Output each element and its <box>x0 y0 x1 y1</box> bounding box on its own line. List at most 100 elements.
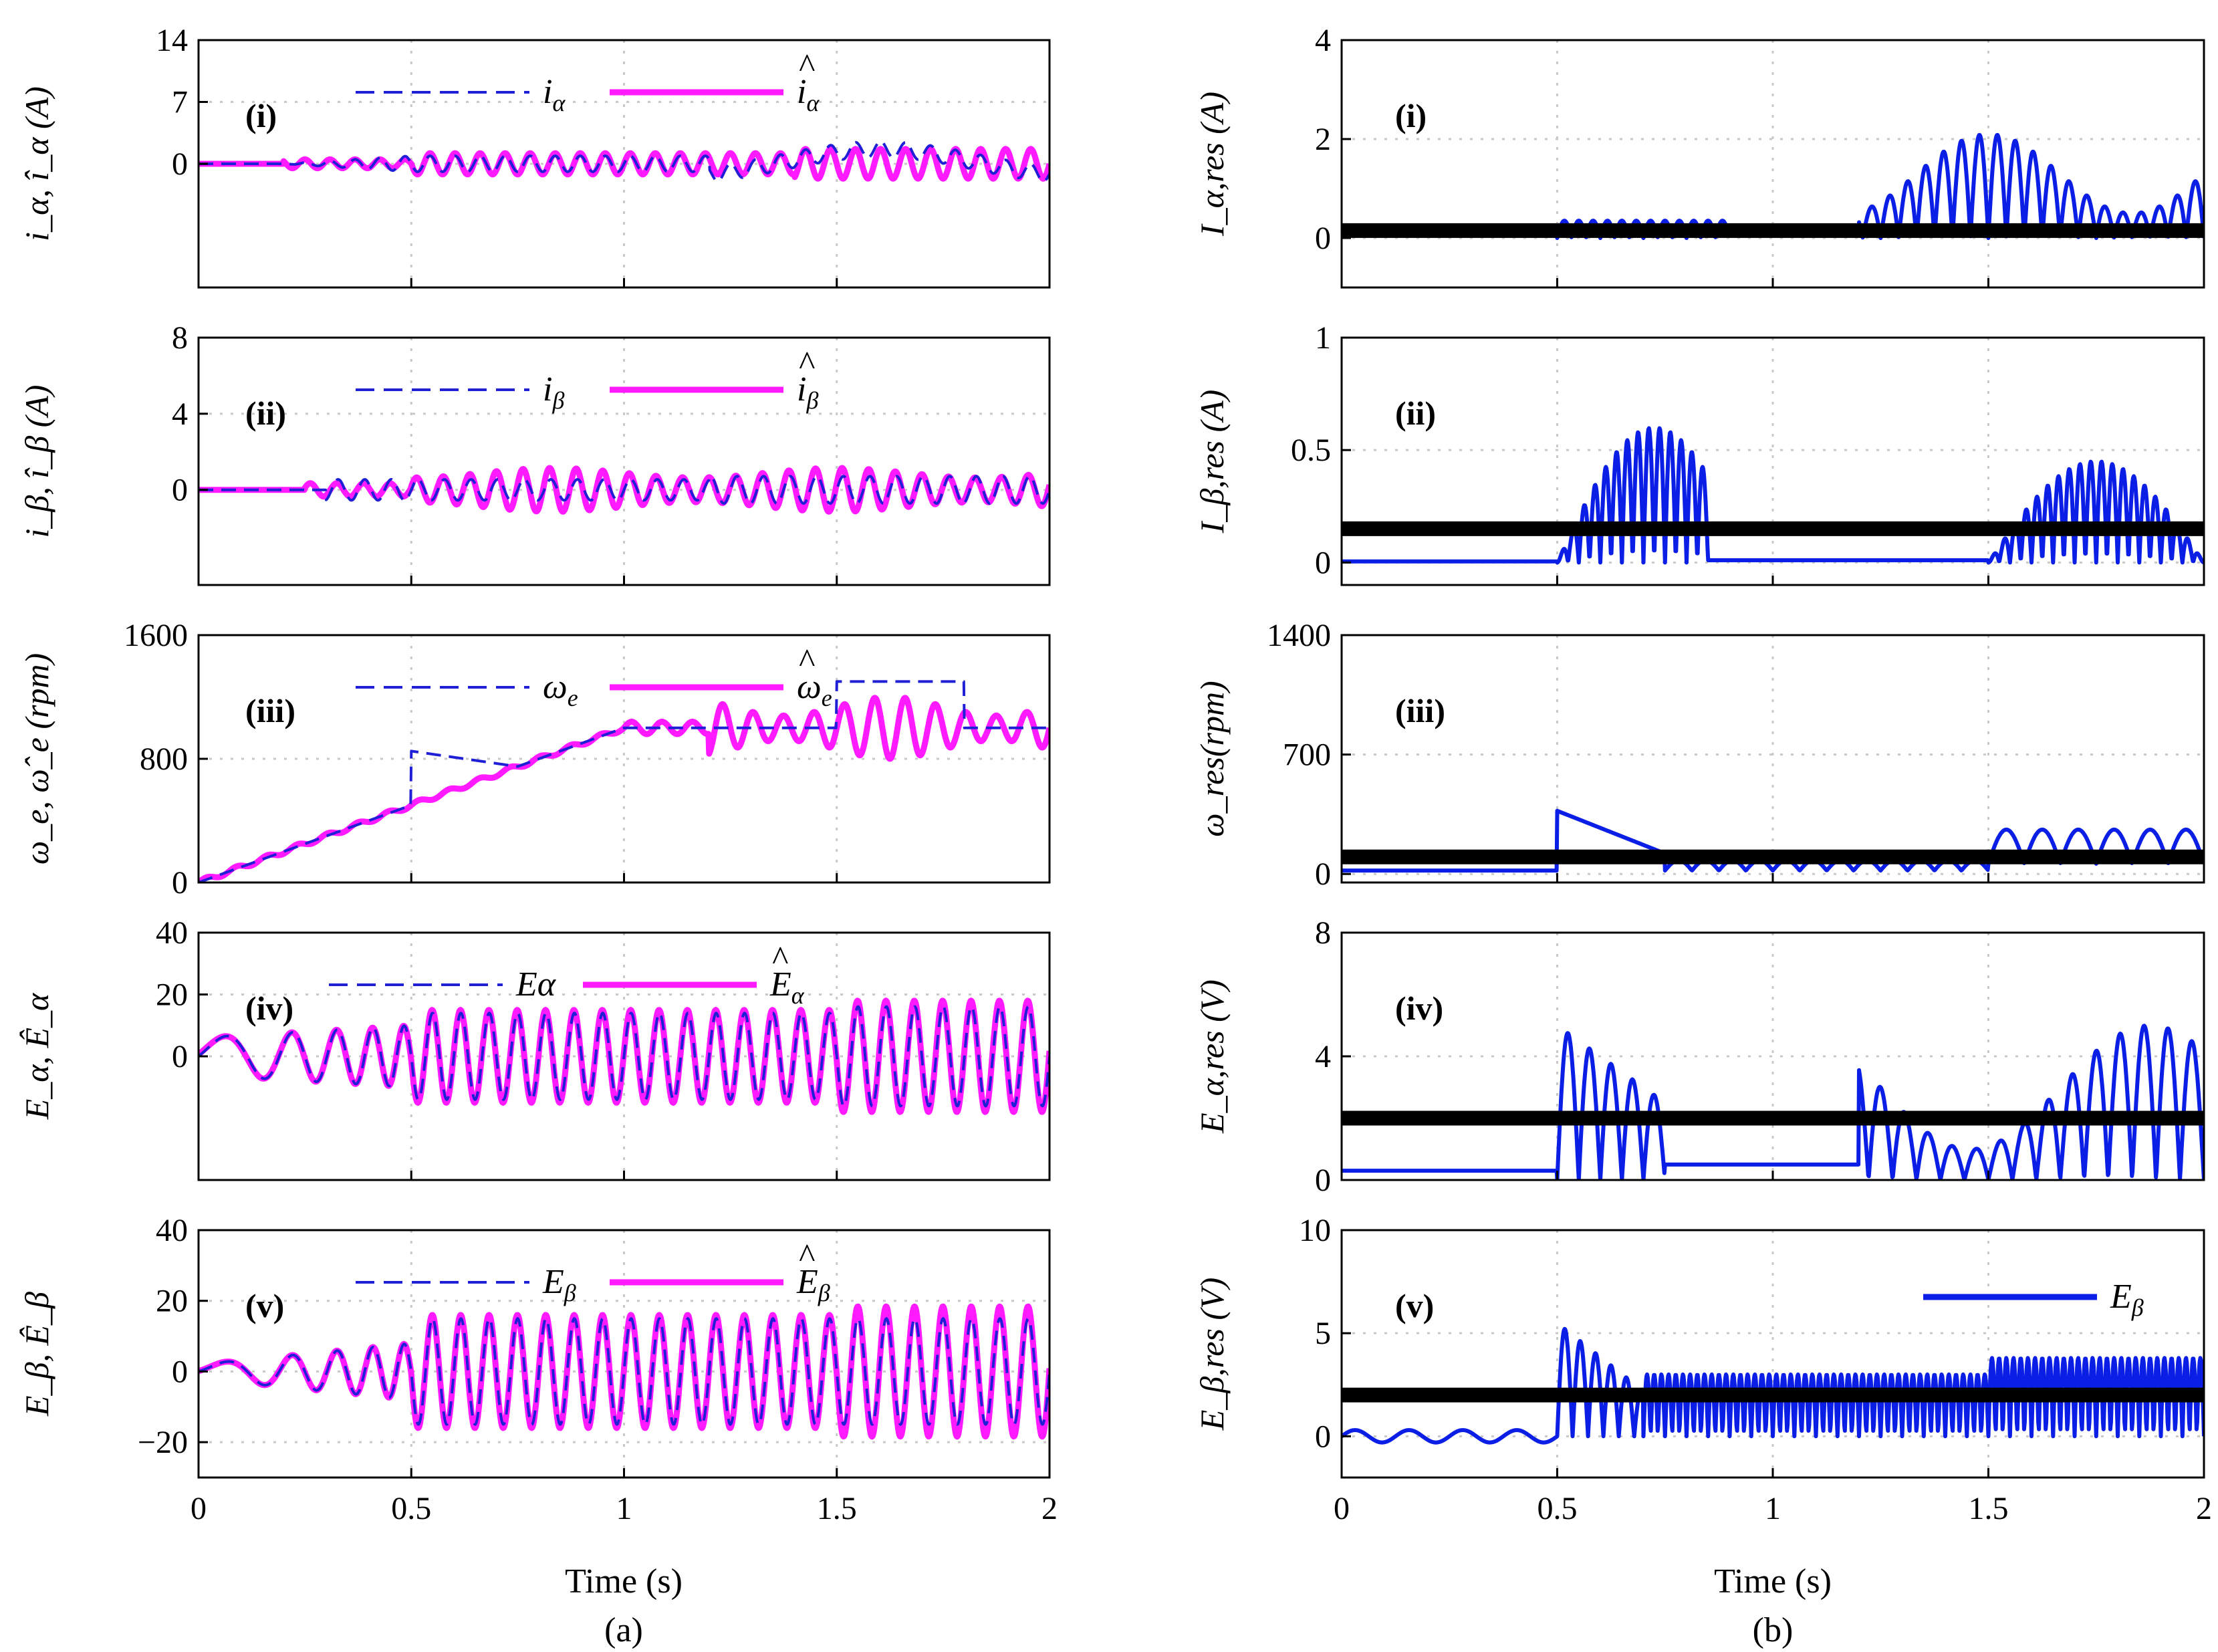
ytick-label: 0.5 <box>1291 433 1331 468</box>
legend-label: ωe <box>797 668 832 711</box>
series-measured <box>199 475 1050 505</box>
ytick-label: 0 <box>172 146 188 182</box>
y-axis-label: I_α,res (A) <box>1193 92 1231 237</box>
legend-label: Eα <box>515 965 557 1004</box>
plot-area <box>1342 1024 2204 1180</box>
panel-label: (v) <box>245 1287 284 1324</box>
ytick-label: 8 <box>172 320 188 356</box>
chart-b1: 0 2 4 I_α,res (A) (i) <box>1193 23 2205 289</box>
legend-label: Eβ <box>542 1263 576 1306</box>
xtick-label: 0 <box>1334 1491 1350 1526</box>
xtick-label: 1.5 <box>1969 1491 2009 1526</box>
legend-hat: ^ <box>798 642 815 681</box>
ytick-label: 0 <box>1315 856 1331 892</box>
legend-hat: ^ <box>798 1237 815 1276</box>
axes-box <box>197 634 1051 884</box>
caption-a: (a) <box>604 1611 643 1649</box>
series-estimated <box>199 695 1050 882</box>
series-residual <box>1342 426 2204 565</box>
axes-box <box>197 336 1051 586</box>
chart-b2: 0 0.5 1 I_β,res (A) (ii) <box>1193 320 2205 586</box>
caption-b: (b) <box>1753 1611 1794 1649</box>
plot-area <box>1342 133 2204 240</box>
legend-label: Eα <box>769 965 805 1009</box>
y-axis-label: E_α,res (V) <box>1193 979 1231 1134</box>
legend-hat: ^ <box>771 940 788 978</box>
series-measured <box>199 140 1050 183</box>
panel-label: (iii) <box>1395 692 1445 729</box>
ytick-label: 0 <box>172 865 188 901</box>
ytick-label: 4 <box>1315 1039 1331 1074</box>
ytick-label: 14 <box>156 23 188 58</box>
panel-label: (iii) <box>245 692 295 729</box>
y-axis-label: E_β, Ê_β <box>18 1292 55 1417</box>
plot-area <box>199 1303 1050 1440</box>
legend-label: Eβ <box>796 1263 830 1306</box>
plot-area <box>199 680 1050 882</box>
ytick-label: 0 <box>172 1039 188 1074</box>
axes-box <box>1340 634 2205 884</box>
y-axis-label: ω_e, ω̂_e (rpm) <box>18 653 55 864</box>
ytick-label: −20 <box>138 1425 188 1460</box>
ytick-label: 0 <box>1315 1163 1331 1198</box>
x-axis-label-b: Time (s) <box>1714 1562 1832 1601</box>
panel-label: (ii) <box>1395 394 1436 432</box>
legend-label: iβ <box>797 370 818 414</box>
xtick-label: 0.5 <box>1537 1491 1578 1526</box>
ytick-label: 1 <box>1315 320 1331 356</box>
chart-b4: 0 4 8 E_α,res (V) (iv) <box>1193 915 2205 1198</box>
ytick-label: 700 <box>1283 737 1331 773</box>
series-estimated <box>199 465 1050 515</box>
xtick-label: 1 <box>616 1491 632 1526</box>
series-measured <box>199 1317 1050 1426</box>
legend-label: ωe <box>543 668 578 711</box>
ytick-label: 0 <box>1315 221 1331 256</box>
chart-b3: 0 700 1400 ω_res(rpm) (iii) <box>1193 618 2205 892</box>
series-residual <box>1342 1024 2204 1180</box>
y-axis-label: I_β,res (A) <box>1193 390 1231 534</box>
axes-box <box>1340 39 2205 289</box>
series-residual <box>1342 1326 2204 1445</box>
panel-label: (i) <box>1395 97 1427 134</box>
chart-b5: 0 5 10 0 0.5 1 1.5 2 E_β,res (V) (v) Eβ <box>1193 1213 2212 1526</box>
legend-label: iα <box>797 73 820 116</box>
ytick-label: 7 <box>172 85 188 120</box>
series-measured <box>199 1005 1050 1108</box>
y-axis-label: E_α, Ê_α <box>18 992 55 1120</box>
ytick-label: 40 <box>156 915 188 951</box>
ytick-label: 4 <box>172 396 188 432</box>
legend-label: Eβ <box>2110 1278 2144 1321</box>
xtick-label: 0 <box>191 1491 207 1526</box>
xtick-label: 1.5 <box>817 1491 857 1526</box>
ytick-label: 40 <box>156 1213 188 1248</box>
axes-box <box>1340 1229 2205 1479</box>
ytick-label: 4 <box>1315 23 1331 58</box>
legend-hat: ^ <box>798 47 815 86</box>
ytick-label: 0 <box>172 473 188 508</box>
ytick-label: 0 <box>1315 1419 1331 1454</box>
ytick-label: 8 <box>1315 915 1331 951</box>
legend-label: iα <box>543 73 566 116</box>
y-axis-label: E_β,res (V) <box>1193 1278 1231 1431</box>
panel-label: (ii) <box>245 394 286 432</box>
plot-area <box>199 997 1050 1115</box>
y-axis-label: i_α, î_α (A) <box>18 86 55 241</box>
ytick-label: 20 <box>156 1284 188 1319</box>
series-measured <box>199 680 1050 882</box>
plot-area <box>199 140 1050 183</box>
ytick-label: 20 <box>156 977 188 1013</box>
ytick-label: 1400 <box>1267 618 1331 653</box>
panel-label: (iv) <box>1395 989 1443 1027</box>
panel-label: (v) <box>1395 1287 1434 1324</box>
ytick-label: 10 <box>1299 1213 1331 1248</box>
xtick-label: 0.5 <box>391 1491 431 1526</box>
panel-label: (iv) <box>245 989 293 1027</box>
plot-area <box>1342 1326 2204 1445</box>
ytick-label: 0 <box>172 1354 188 1389</box>
ytick-label: 0 <box>1315 545 1331 580</box>
xtick-label: 1 <box>1765 1491 1781 1526</box>
